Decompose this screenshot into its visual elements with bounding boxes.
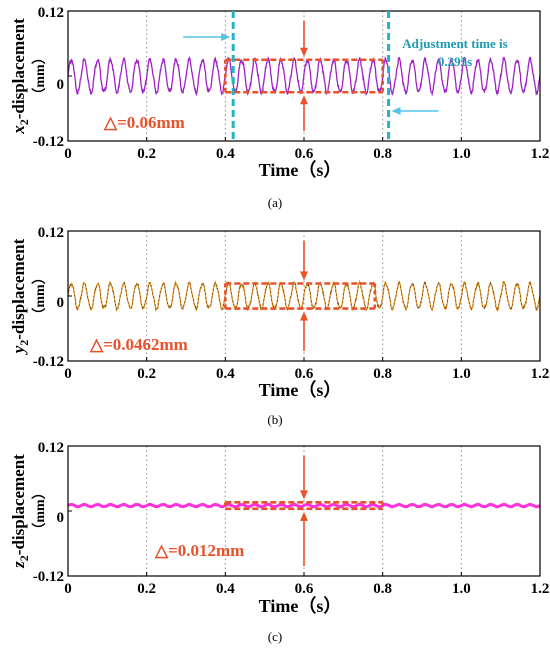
adjustment-annotation: Adjustment time is: [402, 36, 507, 51]
xtick-label: 0.4: [216, 581, 235, 597]
xtick-label: 0.6: [295, 366, 314, 382]
xtick-label: 0: [64, 366, 72, 382]
xtick-label: 0.2: [137, 581, 156, 597]
delta-arrowhead-top: [300, 47, 308, 57]
ytick-label: -0.12: [33, 569, 64, 585]
ytick-label: 0: [57, 295, 65, 311]
ytick-label: -0.12: [33, 354, 64, 370]
xtick-label: 0: [64, 581, 72, 597]
xtick-label: 0.2: [137, 366, 156, 382]
delta-label: △=0.0462mm: [89, 335, 188, 354]
x-axis-label: Time（s）: [259, 596, 342, 616]
xtick-label: 0.4: [216, 146, 235, 162]
delta-arrowhead-bottom: [300, 95, 308, 105]
x-axis-label: Time（s）: [259, 380, 342, 400]
xtick-label: 0.6: [295, 146, 314, 162]
ytick-label: 0: [57, 510, 65, 526]
xtick-label: 0.4: [216, 366, 235, 382]
y-axis-label: y2-displacement: [9, 238, 31, 355]
xtick-label: 1.0: [452, 581, 471, 597]
xtick-label: 1.2: [531, 146, 550, 162]
ytick-label: 0.12: [38, 5, 64, 21]
panel-b: 0 0.2 0.4 0.6 0.8 1.0 1.2 0.12 0 -0.12 y2-disp…: [9, 225, 549, 427]
panel-caption: (a): [268, 195, 282, 210]
delta-arrowhead-bottom: [300, 311, 308, 321]
x-axis-label: Time（s）: [259, 160, 342, 180]
adjustment-arrowhead-left: [221, 33, 231, 41]
xtick-label: 1.0: [452, 146, 471, 162]
y-axis-label: z2-displacement: [9, 454, 31, 569]
xtick-label: 0: [64, 146, 72, 162]
ytick-label: 0.12: [38, 225, 64, 241]
xtick-label: 1.0: [452, 366, 471, 382]
series-line: [66, 502, 541, 509]
delta-label: △=0.06mm: [103, 113, 185, 132]
y-axis-label: x2-displacement: [9, 18, 31, 135]
delta-arrowhead-top: [300, 271, 308, 281]
y-axis-unit: （mm）: [32, 485, 48, 536]
adjustment-arrowhead-right: [391, 107, 401, 115]
y-axis-unit: （mm）: [32, 50, 48, 101]
panel-c: 0 0.2 0.4 0.6 0.8 1.0 1.2 0.12 0 -0.12 z2-disp…: [9, 440, 549, 644]
xtick-label: 1.2: [531, 581, 550, 597]
xtick-label: 0.8: [373, 146, 392, 162]
xtick-label: 0.6: [295, 581, 314, 597]
xtick-label: 0.8: [373, 581, 392, 597]
ytick-label: 0.12: [38, 440, 64, 456]
delta-arrowhead-top: [300, 490, 308, 500]
ytick-label: -0.12: [33, 134, 64, 150]
y-axis-unit: （mm）: [32, 270, 48, 321]
panel-a: 0 0.2 0.4 0.6 0.8 1.0 1.2 0.12 0 -0.12 x2-disp…: [9, 5, 549, 210]
ytick-label: 0: [57, 77, 65, 93]
xtick-label: 1.2: [531, 366, 550, 382]
series-line: [67, 55, 541, 97]
xtick-label: 0.2: [137, 146, 156, 162]
panel-caption: (b): [267, 412, 282, 427]
xtick-label: 0.8: [373, 366, 392, 382]
panel-caption: (c): [268, 629, 282, 644]
adjustment-annotation-value: 0.395s: [438, 54, 472, 69]
delta-arrowhead-bottom: [300, 511, 308, 521]
series-line-overlay: [67, 280, 541, 311]
delta-label: △=0.012mm: [154, 541, 244, 560]
